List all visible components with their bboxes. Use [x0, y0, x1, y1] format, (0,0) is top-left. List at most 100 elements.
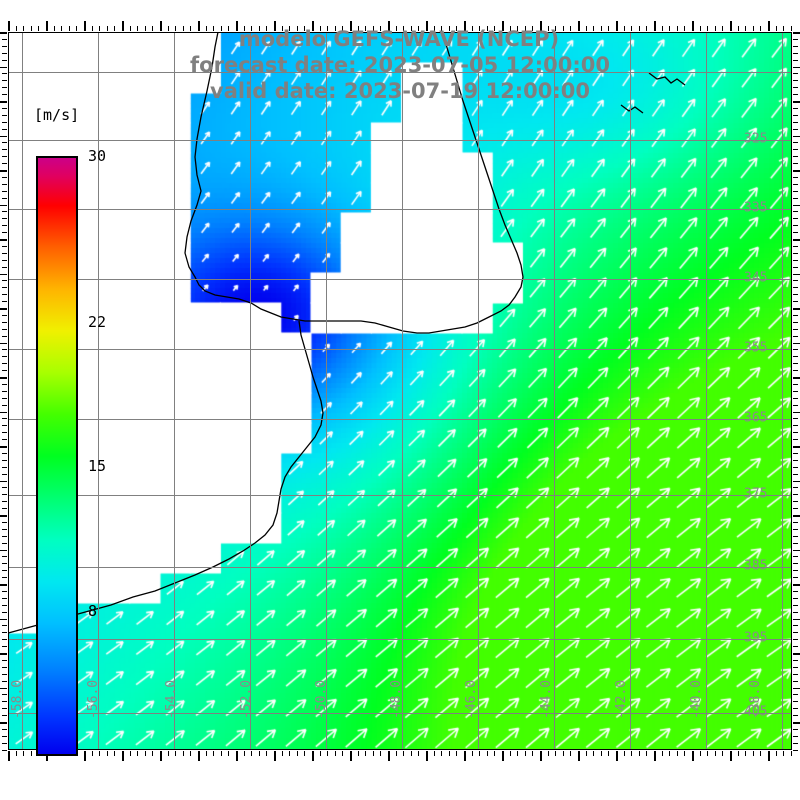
ruler-tick	[793, 549, 800, 552]
ruler-tick	[2, 742, 7, 744]
colorbar-units-label: [m/s]	[34, 106, 80, 124]
ruler-tick	[0, 135, 7, 138]
ruler-tick	[793, 625, 798, 627]
ruler-tick	[99, 26, 101, 31]
axis-ruler-top	[8, 21, 792, 31]
gridline-meridian-0	[22, 33, 23, 749]
ruler-tick	[68, 26, 70, 31]
ruler-tick	[2, 328, 7, 330]
ruler-tick	[84, 751, 86, 761]
ruler-tick	[793, 597, 798, 599]
ruler-tick	[2, 570, 7, 572]
ruler-tick	[2, 666, 7, 668]
ruler-tick	[730, 21, 732, 31]
ruler-tick	[198, 751, 200, 761]
ruler-tick	[793, 218, 798, 220]
ruler-tick	[793, 542, 798, 544]
gridline-parallel-1	[9, 140, 791, 141]
ruler-tick	[793, 252, 798, 254]
axis-ruler-right	[793, 32, 800, 751]
gridline-meridian-8	[630, 33, 631, 749]
ruler-tick	[793, 59, 798, 61]
ruler-tick	[793, 170, 800, 172]
ruler-tick	[793, 680, 798, 682]
gridline-meridian-4	[326, 33, 327, 749]
ruler-tick	[585, 26, 587, 31]
ruler-tick	[793, 390, 798, 392]
ruler-tick	[372, 26, 374, 31]
ruler-tick	[793, 342, 800, 345]
ruler-tick	[2, 611, 7, 613]
ruler-tick	[274, 751, 276, 761]
ruler-tick	[631, 751, 633, 756]
ruler-tick	[793, 673, 798, 675]
ruler-tick	[793, 604, 798, 606]
ruler-tick	[380, 26, 382, 31]
ruler-tick	[793, 411, 800, 414]
ruler-tick	[53, 26, 55, 31]
ruler-tick	[388, 21, 390, 31]
ruler-tick	[783, 751, 785, 756]
gridline-meridian-10	[782, 33, 783, 749]
ruler-tick	[2, 349, 7, 351]
ruler-tick	[334, 751, 336, 756]
ruler-tick	[0, 273, 7, 276]
ruler-tick	[296, 751, 298, 756]
ruler-tick	[2, 632, 7, 634]
ruler-tick	[793, 618, 800, 621]
ruler-tick	[175, 26, 177, 31]
ruler-tick	[669, 751, 671, 756]
ruler-tick	[395, 751, 397, 756]
ruler-tick	[0, 308, 7, 310]
ruler-tick	[793, 446, 800, 448]
ruler-tick	[793, 742, 798, 744]
ruler-tick	[2, 646, 7, 648]
ruler-tick	[2, 259, 7, 261]
ruler-tick	[2, 163, 7, 165]
ruler-tick	[793, 425, 798, 427]
ruler-tick	[722, 751, 724, 756]
ruler-tick	[182, 26, 184, 31]
ruler-tick	[793, 404, 798, 406]
ruler-tick	[236, 21, 238, 31]
ruler-tick	[2, 287, 7, 289]
ruler-tick	[2, 749, 7, 751]
ruler-tick	[175, 751, 177, 756]
ruler-tick	[2, 73, 7, 75]
ruler-tick	[722, 26, 724, 31]
ruler-tick	[2, 176, 7, 178]
ruler-tick	[793, 66, 800, 69]
ruler-tick	[2, 397, 7, 399]
ruler-tick	[99, 751, 101, 756]
ruler-tick	[2, 728, 7, 730]
ruler-tick	[669, 26, 671, 31]
ruler-tick	[2, 694, 7, 696]
ruler-tick	[0, 687, 7, 690]
ruler-tick	[793, 632, 798, 634]
ruler-tick	[198, 21, 200, 31]
ruler-tick	[793, 245, 798, 247]
ruler-tick	[793, 356, 798, 358]
ruler-tick	[0, 204, 7, 207]
ruler-tick	[129, 751, 131, 756]
ruler-tick	[793, 176, 798, 178]
ruler-tick	[0, 584, 7, 586]
ruler-tick	[46, 751, 48, 761]
ruler-tick	[793, 349, 798, 351]
ruler-tick	[793, 563, 798, 565]
ruler-tick	[555, 751, 557, 756]
ruler-tick	[160, 21, 162, 31]
ruler-tick	[775, 751, 777, 756]
ruler-tick	[2, 625, 7, 627]
ruler-tick	[2, 107, 7, 109]
ruler-tick	[456, 751, 458, 756]
ruler-tick	[793, 666, 798, 668]
ruler-tick	[433, 751, 435, 756]
ruler-tick	[84, 21, 86, 31]
ruler-tick	[220, 751, 222, 756]
ruler-tick	[106, 751, 108, 756]
gridline-parallel-2	[9, 209, 791, 210]
ruler-tick	[509, 26, 511, 31]
ruler-tick	[2, 577, 7, 579]
gridline-meridian-7	[554, 33, 555, 749]
